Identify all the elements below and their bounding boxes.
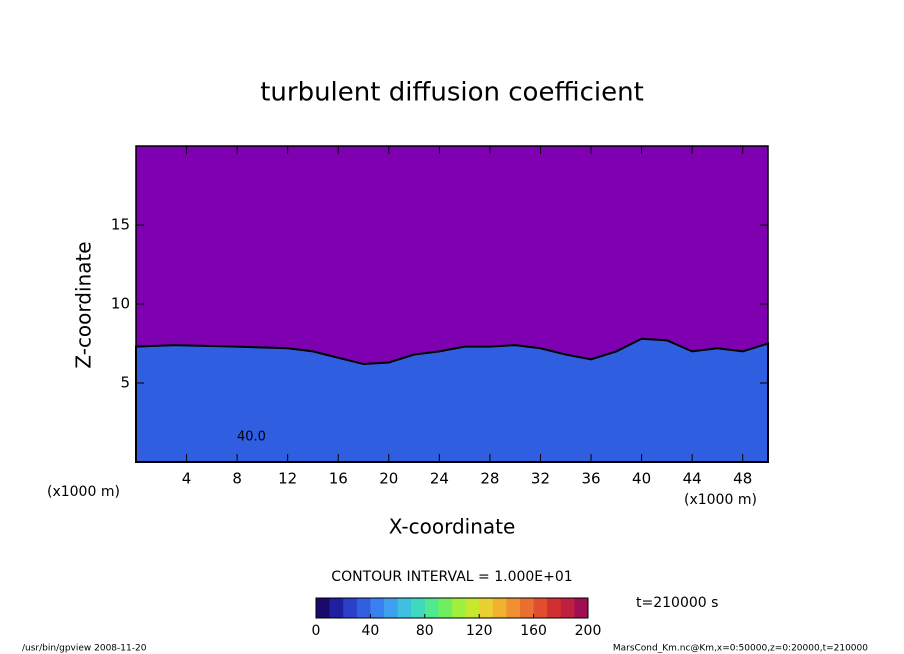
x-tick-label: 32 xyxy=(531,470,550,488)
footer-right: MarsCond_Km.nc@Km,x=0:50000,z=0:20000,t=… xyxy=(613,644,868,654)
x-tick-label: 24 xyxy=(430,470,449,488)
x-tick-label: 4 xyxy=(182,470,192,488)
contour-label: 40.0 xyxy=(237,430,266,445)
chart-title: turbulent diffusion coefficient xyxy=(260,78,644,108)
colorbar-cell xyxy=(520,598,535,618)
x-tick-label: 44 xyxy=(683,470,702,488)
x-unit-left: (x1000 m) xyxy=(47,484,120,500)
colorbar-cell xyxy=(560,598,575,618)
x-tick-label: 48 xyxy=(733,470,752,488)
footer-left: /usr/bin/gpview 2008-11-20 xyxy=(22,644,147,654)
colorbar-cell xyxy=(370,598,385,618)
x-tick-label: 40 xyxy=(632,470,651,488)
x-tick-label: 20 xyxy=(379,470,398,488)
colorbar-tick-label: 160 xyxy=(520,623,547,639)
y-tick-label: 5 xyxy=(120,374,130,392)
x-tick-label: 36 xyxy=(581,470,600,488)
colorbar-cell xyxy=(343,598,358,618)
colorbar-cell xyxy=(316,598,331,618)
colorbar-cell xyxy=(424,598,439,618)
colorbar-frame xyxy=(315,597,589,619)
colorbar-cell xyxy=(356,598,371,618)
y-tick-label: 15 xyxy=(111,216,130,234)
x-tick-label: 12 xyxy=(278,470,297,488)
time-label: t=210000 s xyxy=(636,595,718,611)
colorbar-cell xyxy=(479,598,494,618)
y-tick-label: 10 xyxy=(111,295,130,313)
x-tick-label: 16 xyxy=(329,470,348,488)
colorbar-cell xyxy=(384,598,399,618)
colorbar-cell xyxy=(547,598,562,618)
x-axis-label: X-coordinate xyxy=(389,515,516,539)
colorbar-cell xyxy=(452,598,467,618)
colorbar-tick-label: 120 xyxy=(466,623,493,639)
colorbar-cell xyxy=(506,598,521,618)
colorbar-cell xyxy=(492,598,507,618)
x-tick-label: 28 xyxy=(480,470,499,488)
colorbar-cell xyxy=(397,598,412,618)
turbulent-field xyxy=(135,337,769,463)
colorbar-cell xyxy=(438,598,453,618)
contour-interval: CONTOUR INTERVAL = 1.000E+01 xyxy=(331,569,572,585)
colorbar-cell xyxy=(533,598,548,618)
colorbar-cell xyxy=(329,598,344,618)
colorbar-cell xyxy=(574,598,589,618)
colorbar-cell xyxy=(411,598,426,618)
colorbar-tick-label: 40 xyxy=(361,623,379,639)
x-tick-label: 8 xyxy=(232,470,242,488)
colorbar-tick-label: 0 xyxy=(312,623,321,639)
y-axis-label: Z-coordinate xyxy=(72,241,96,368)
x-unit-right: (x1000 m) xyxy=(684,492,757,508)
colorbar-tick-label: 80 xyxy=(416,623,434,639)
colorbar-cell xyxy=(465,598,480,618)
colorbar-tick-label: 200 xyxy=(575,623,602,639)
